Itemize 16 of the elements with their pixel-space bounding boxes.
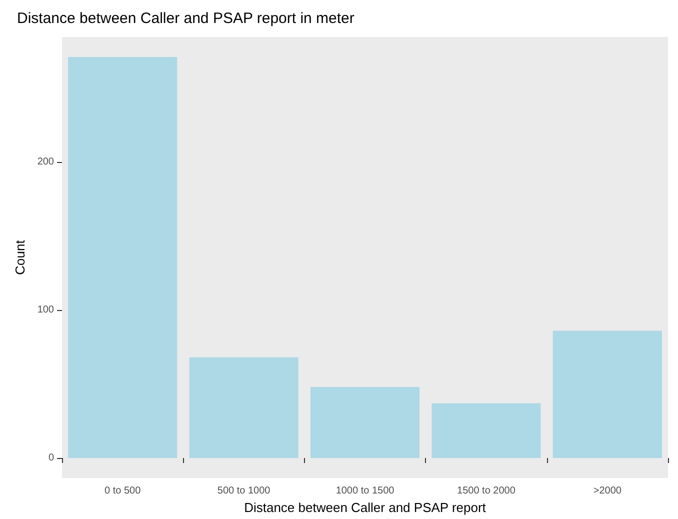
chart-title: Distance between Caller and PSAP report in meter (17, 10, 354, 27)
bar (310, 386, 420, 458)
x-tick-label: 0 to 500 (104, 486, 142, 496)
y-tick-label: 100 (37, 304, 54, 316)
y-tick-label: 200 (37, 156, 54, 168)
bar (189, 357, 298, 458)
x-tick-label: >2000 (593, 486, 622, 496)
x-tick-label: 1500 to 2000 (457, 486, 516, 496)
bar (432, 403, 541, 458)
x-tick-label: 500 to 1000 (217, 486, 271, 496)
y-tick-label: 0 (48, 452, 54, 464)
bar (552, 330, 662, 458)
bar (68, 56, 178, 458)
y-axis-title: Count (12, 240, 28, 275)
x-tick-label: 1000 to 1500 (336, 486, 395, 496)
x-axis-title: Distance between Caller and PSAP report (244, 500, 486, 515)
